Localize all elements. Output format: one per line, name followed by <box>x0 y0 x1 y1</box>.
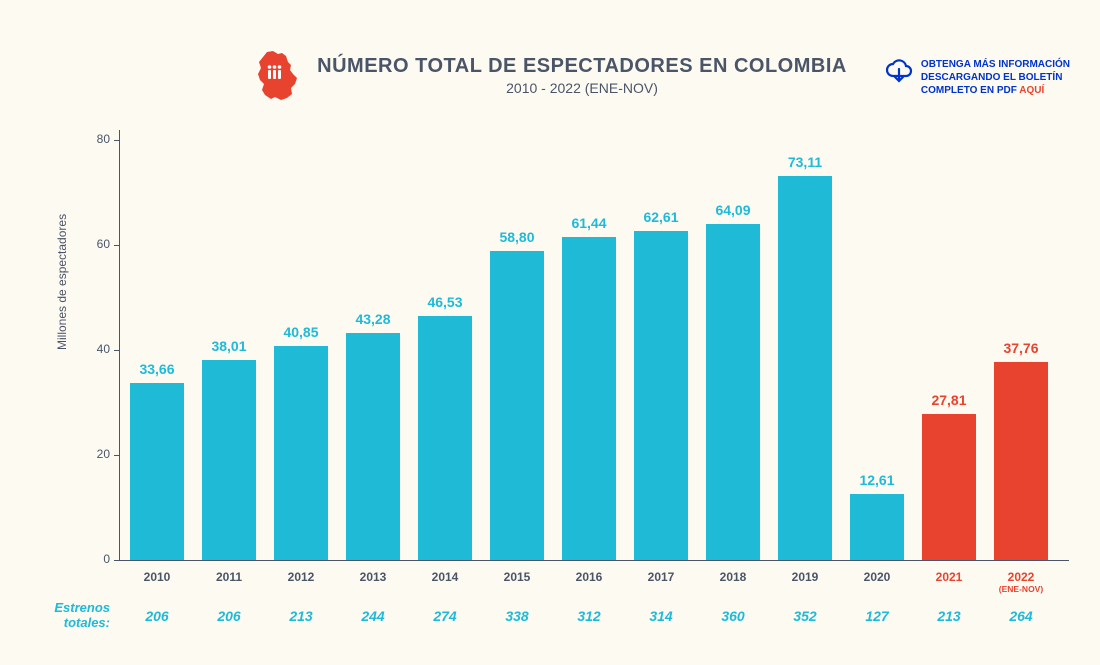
bar-value-label: 43,28 <box>338 311 408 327</box>
bar-value-label: 62,61 <box>626 209 696 225</box>
bar-value-label: 61,44 <box>554 215 624 231</box>
y-tick: 40 <box>80 342 110 356</box>
estrenos-value: 314 <box>626 608 696 624</box>
download-text: OBTENGA MÁS INFORMACIÓN DESCARGANDO EL B… <box>921 58 1070 97</box>
download-link[interactable]: OBTENGA MÁS INFORMACIÓN DESCARGANDO EL B… <box>885 58 1070 97</box>
x-year-label: 2013 <box>338 570 408 584</box>
bar-value-label: 73,11 <box>770 154 840 170</box>
bar <box>274 346 328 560</box>
estrenos-value: 213 <box>914 608 984 624</box>
cloud-download-icon <box>885 58 913 91</box>
bar-chart: 02040608033,66201020638,01201120640,8520… <box>120 140 1060 560</box>
chart-subtitle: 2010 - 2022 (ENE-NOV) <box>317 80 847 96</box>
estrenos-value: 206 <box>122 608 192 624</box>
estrenos-value: 312 <box>554 608 624 624</box>
bar <box>778 176 832 560</box>
bar <box>130 383 184 560</box>
x-year-label: 2018 <box>698 570 768 584</box>
bar <box>706 224 760 560</box>
estrenos-value: 274 <box>410 608 480 624</box>
bar-value-label: 33,66 <box>122 361 192 377</box>
bar-value-label: 38,01 <box>194 338 264 354</box>
y-tick: 20 <box>80 447 110 461</box>
x-year-label: 2012 <box>266 570 336 584</box>
x-year-label: 2010 <box>122 570 192 584</box>
bar-value-label: 58,80 <box>482 229 552 245</box>
bar-value-label: 40,85 <box>266 324 336 340</box>
bar <box>490 251 544 560</box>
x-year-label: 2014 <box>410 570 480 584</box>
estrenos-value: 206 <box>194 608 264 624</box>
bar-value-label: 64,09 <box>698 202 768 218</box>
x-year-label: 2020 <box>842 570 912 584</box>
x-year-label: 2011 <box>194 570 264 584</box>
x-year-sublabel: (ENE-NOV) <box>986 584 1056 594</box>
bar <box>562 237 616 560</box>
bar <box>634 231 688 560</box>
x-year-label: 2015 <box>482 570 552 584</box>
x-year-label: 2019 <box>770 570 840 584</box>
y-tick: 60 <box>80 237 110 251</box>
y-tick: 80 <box>80 132 110 146</box>
x-year-label: 2022 <box>986 570 1056 584</box>
x-year-label: 2016 <box>554 570 624 584</box>
bar <box>202 360 256 560</box>
download-aqui[interactable]: AQUÍ <box>1019 85 1044 96</box>
bar-value-label: 46,53 <box>410 294 480 310</box>
chart-title: NÚMERO TOTAL DE ESPECTADORES EN COLOMBIA <box>317 55 847 78</box>
x-year-label: 2021 <box>914 570 984 584</box>
bar <box>850 494 904 560</box>
y-tick: 0 <box>80 552 110 566</box>
bar <box>922 414 976 560</box>
estrenos-value: 127 <box>842 608 912 624</box>
estrenos-value: 338 <box>482 608 552 624</box>
bar <box>418 316 472 560</box>
bar <box>994 362 1048 560</box>
x-year-label: 2017 <box>626 570 696 584</box>
bar-value-label: 12,61 <box>842 472 912 488</box>
estrenos-value: 352 <box>770 608 840 624</box>
bar <box>346 333 400 560</box>
estrenos-value: 213 <box>266 608 336 624</box>
colombia-map-icon <box>253 50 299 107</box>
title-block: NÚMERO TOTAL DE ESPECTADORES EN COLOMBIA… <box>317 55 847 96</box>
bar-value-label: 37,76 <box>986 340 1056 356</box>
estrenos-value: 244 <box>338 608 408 624</box>
estrenos-value: 360 <box>698 608 768 624</box>
bar-value-label: 27,81 <box>914 392 984 408</box>
estrenos-value: 264 <box>986 608 1056 624</box>
y-axis-label: Millones de espectadores <box>55 214 69 350</box>
estrenos-header: Estrenostotales: <box>30 600 110 630</box>
